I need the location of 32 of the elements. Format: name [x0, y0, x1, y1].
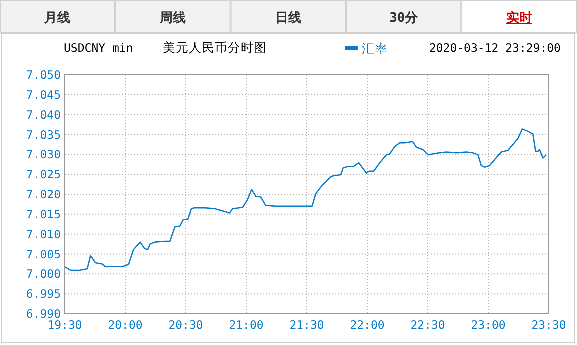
chart-title: 美元人民币分时图	[163, 40, 267, 55]
text: 30分	[390, 11, 420, 26]
legend-label: 汇率	[362, 41, 388, 56]
y-tick-label: 7.020	[26, 188, 62, 202]
y-tick-label: 7.000	[26, 267, 62, 282]
text: 实时	[506, 10, 532, 26]
x-tick-label: 19:30	[48, 318, 82, 332]
text: 日线	[276, 11, 302, 26]
text: 2020-03-12 23:29:00	[429, 41, 562, 55]
x-tick-label: 20:00	[108, 318, 143, 332]
line-series	[64, 128, 548, 272]
y-tick-label: 7.035	[26, 128, 61, 142]
y-tick-label: 7.010	[26, 227, 62, 242]
y-tick-label: 7.025	[26, 168, 61, 182]
y-tick-label: 6.990	[26, 307, 62, 321]
x-tick-label: 21:00	[229, 318, 264, 332]
y-tick-label: 7.015	[26, 207, 61, 222]
x-tick-label: 23:00	[471, 318, 506, 332]
chart-subtitle: USDCNY min	[64, 41, 134, 55]
y-tick-label: 7.050	[26, 68, 62, 82]
x-tick-label: 21:30	[290, 318, 324, 332]
x-tick-label: 23:30	[532, 318, 566, 332]
y-tick-label: 7.045	[26, 88, 61, 102]
text: 月线	[44, 11, 71, 26]
x-tick-label: 22:30	[410, 318, 446, 332]
x-tick-label: 22:00	[350, 318, 385, 332]
x-tick-label: 20:30	[168, 318, 204, 332]
y-tick-label: 6.995	[26, 287, 61, 302]
y-tick-label: 7.005	[26, 247, 61, 262]
y-tick-label: 7.040	[26, 108, 62, 122]
y-tick-label: 7.030	[26, 148, 62, 162]
text: 周线	[159, 11, 186, 26]
